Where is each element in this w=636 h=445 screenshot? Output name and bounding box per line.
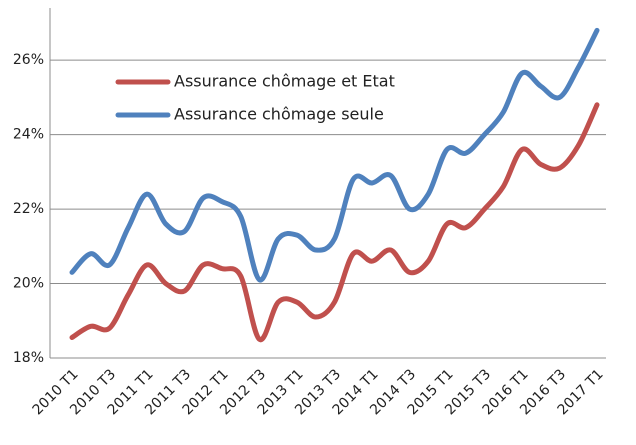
y-tick-label: 20% — [13, 276, 44, 292]
series-line — [69, 27, 600, 283]
y-tick-label: 24% — [13, 127, 44, 143]
y-tick-label: 22% — [13, 201, 44, 217]
y-tick-label: 26% — [13, 52, 44, 68]
legend-label: Assurance chômage et Etat — [174, 72, 395, 91]
series-line — [69, 102, 600, 342]
y-tick-label: 18% — [13, 350, 44, 366]
legend-label: Assurance chômage seule — [174, 105, 384, 124]
